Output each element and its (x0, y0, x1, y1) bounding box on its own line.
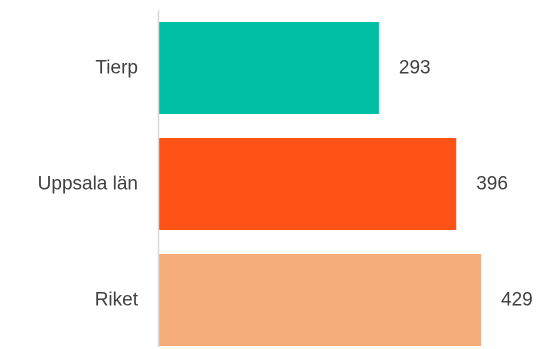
bars-layer (159, 22, 481, 346)
category-label-2: Riket (95, 290, 139, 311)
bar-1 (159, 138, 457, 230)
category-label-1: Uppsala län (38, 174, 138, 195)
value-label-1: 396 (476, 174, 508, 195)
value-label-2: 429 (501, 290, 533, 311)
value-label-0: 293 (399, 58, 431, 79)
labels-layer: Tierp 293 Uppsala län 396 Riket 429 (38, 58, 533, 311)
category-label-0: Tierp (95, 58, 138, 79)
bar-2 (159, 254, 481, 346)
bar-0 (159, 22, 379, 114)
